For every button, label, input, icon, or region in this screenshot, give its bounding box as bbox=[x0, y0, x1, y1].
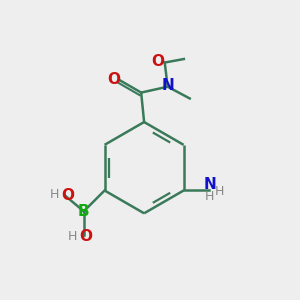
Text: O: O bbox=[80, 229, 93, 244]
Text: H: H bbox=[205, 190, 214, 203]
Text: O: O bbox=[108, 72, 121, 87]
Text: O: O bbox=[61, 188, 74, 203]
Text: N: N bbox=[203, 177, 216, 192]
Text: O: O bbox=[152, 54, 165, 69]
Text: H: H bbox=[68, 230, 77, 243]
Text: H: H bbox=[215, 185, 224, 199]
Text: B: B bbox=[78, 204, 90, 219]
Text: N: N bbox=[161, 78, 174, 93]
Text: H: H bbox=[50, 188, 59, 201]
